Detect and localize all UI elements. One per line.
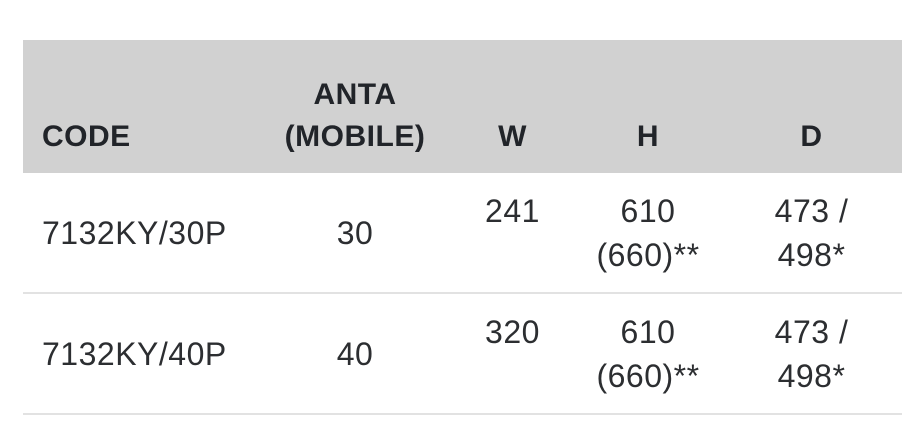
depth-value-line2: 498* (777, 236, 846, 273)
cell-anta: 40 (336, 335, 374, 372)
col-header-anta-mobile-label: ANTA (MOBILE) (260, 74, 450, 158)
cell-code: 7132KY/40P (42, 335, 227, 372)
cell-width: 320 (450, 293, 575, 414)
width-value-empty-line (450, 354, 575, 398)
spec-table-body: 7132KY/30P 30 241 610 (660)** 473 / 498* (23, 173, 902, 414)
cell-depth-lines: 473 / 498* (721, 310, 902, 398)
height-value-line2: (660)** (596, 357, 700, 394)
cell-depth-lines: 473 / 498* (721, 189, 902, 277)
col-header-code: CODE (23, 40, 260, 173)
product-spec-table: CODE ANTA (MOBILE) W H D 7132KY/30P 30 (23, 40, 902, 415)
cell-depth: 473 / 498* (721, 173, 902, 293)
col-header-depth-label: D (800, 120, 823, 153)
col-header-width: W (450, 40, 575, 173)
col-header-height-label: H (636, 120, 660, 153)
depth-value-line1: 473 / (774, 313, 849, 350)
anta-label-line1: ANTA (313, 78, 397, 111)
col-header-width-label: W (498, 120, 527, 153)
depth-value-line1: 473 / (774, 192, 849, 229)
anta-label-line2: (MOBILE) (284, 120, 426, 153)
cell-height-lines: 610 (660)** (575, 189, 721, 277)
table-row-7132ky-30p: 7132KY/30P 30 241 610 (660)** 473 / 498* (23, 173, 902, 293)
width-value-empty-line (450, 233, 575, 277)
cell-height-lines: 610 (660)** (575, 310, 721, 398)
width-value: 241 (485, 192, 540, 229)
cell-width-lines: 320 (450, 310, 575, 398)
col-header-height: H (575, 40, 721, 173)
cell-height: 610 (660)** (575, 293, 721, 414)
cell-code: 7132KY/30P (42, 214, 227, 251)
cell-depth: 473 / 498* (721, 293, 902, 414)
header-row: CODE ANTA (MOBILE) W H D (23, 40, 902, 173)
width-value: 320 (485, 313, 540, 350)
spec-table-header: CODE ANTA (MOBILE) W H D (23, 40, 902, 173)
cell-anta: 30 (336, 214, 374, 251)
table-row-7132ky-40p: 7132KY/40P 40 320 610 (660)** 473 / 498* (23, 293, 902, 414)
cell-width-lines: 241 (450, 189, 575, 277)
height-value-line1: 610 (620, 313, 676, 350)
col-header-anta-mobile: ANTA (MOBILE) (260, 40, 450, 173)
depth-value-line2: 498* (777, 357, 846, 394)
col-header-depth: D (721, 40, 902, 173)
cell-height: 610 (660)** (575, 173, 721, 293)
height-value-line1: 610 (620, 192, 676, 229)
height-value-line2: (660)** (596, 236, 700, 273)
cell-width: 241 (450, 173, 575, 293)
col-header-code-label: CODE (42, 120, 131, 153)
